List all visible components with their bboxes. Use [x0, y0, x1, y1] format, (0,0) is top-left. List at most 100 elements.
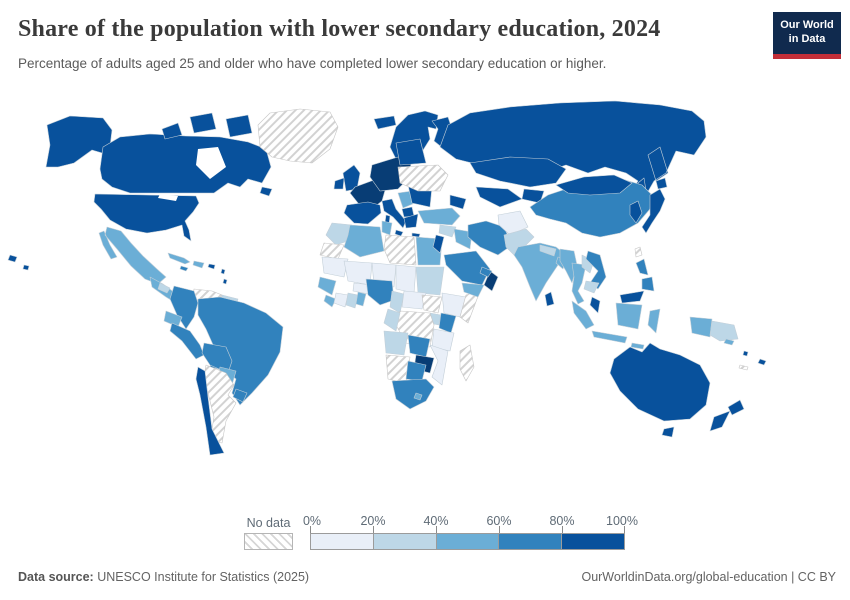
country-cambodia[interactable] [583, 280, 600, 294]
legend-tick [499, 526, 500, 533]
country-vanuatu[interactable] [742, 350, 749, 357]
country-israel-jordan[interactable] [432, 234, 445, 254]
country-myanmar[interactable] [559, 248, 578, 284]
legend-no-data-swatch[interactable] [244, 533, 293, 550]
legend-swatch-40-60[interactable] [435, 534, 499, 549]
country-india[interactable] [513, 242, 567, 302]
country-nepal[interactable] [539, 244, 557, 257]
country-solomon-islands[interactable] [723, 338, 735, 346]
country-kenya[interactable] [438, 312, 457, 334]
legend-color-bar [310, 533, 625, 550]
country-south-africa[interactable] [391, 378, 435, 410]
country-philippines[interactable] [635, 258, 655, 292]
country-ireland[interactable] [333, 177, 345, 190]
country-madagascar[interactable] [459, 344, 475, 382]
credit-link[interactable]: OurWorldinData.org/global-education | CC… [581, 570, 836, 584]
country-nigeria[interactable] [365, 278, 395, 306]
legend-tick-label-20: 20% [360, 514, 386, 528]
country-iran[interactable] [467, 220, 513, 256]
country-usa[interactable] [93, 193, 200, 242]
country-brazil[interactable] [197, 296, 284, 406]
country-sudan[interactable] [415, 266, 445, 296]
country-morocco[interactable] [325, 222, 353, 246]
country-fiji[interactable] [757, 358, 767, 366]
legend-tick-label-40: 40% [423, 514, 449, 528]
country-mongolia[interactable] [555, 174, 633, 196]
country-congo-gabon[interactable] [383, 308, 401, 332]
country-indonesia[interactable] [571, 300, 713, 350]
country-tunisia[interactable] [381, 220, 393, 236]
country-hispaniola[interactable] [192, 260, 205, 269]
country-ghana[interactable] [345, 292, 359, 309]
country-uae-qatar[interactable] [479, 266, 493, 278]
country-uzbekistan-turkmenistan[interactable] [475, 186, 523, 208]
country-sri-lanka[interactable] [544, 291, 555, 307]
country-new-caledonia[interactable] [738, 364, 749, 371]
legend-swatch-20-40[interactable] [372, 534, 436, 549]
country-greenland[interactable] [257, 108, 339, 164]
country-korea[interactable] [629, 200, 643, 224]
country-greece[interactable] [403, 213, 421, 238]
owid-logo[interactable]: Our World in Data [773, 12, 841, 59]
country-spain-portugal[interactable] [343, 201, 382, 225]
country-lesser-antilles[interactable] [220, 268, 228, 285]
country-angola[interactable] [383, 330, 409, 356]
country-uruguay[interactable] [232, 388, 248, 403]
legend-swatch-80-100[interactable] [561, 534, 624, 549]
country-belarus-baltics[interactable] [395, 138, 427, 166]
country-australia[interactable] [609, 342, 711, 438]
page-title: Share of the population with lower secon… [18, 16, 661, 42]
country-mauritania[interactable] [321, 256, 349, 278]
country-lesotho[interactable] [413, 392, 423, 401]
country-kazakhstan[interactable] [469, 156, 567, 188]
country-malaysia[interactable] [589, 290, 645, 314]
country-iraq[interactable] [453, 228, 473, 250]
country-syria[interactable] [438, 224, 457, 238]
country-canada[interactable] [99, 133, 273, 197]
country-cote-divoire[interactable] [333, 292, 349, 308]
country-cameroon[interactable] [389, 290, 405, 314]
country-algeria[interactable] [343, 224, 385, 258]
country-jamaica[interactable] [179, 265, 189, 272]
country-new-zealand[interactable] [709, 399, 745, 432]
data-source: Data source: UNESCO Institute for Statis… [18, 570, 309, 584]
country-senegal-guinea[interactable] [317, 276, 337, 296]
legend-tick-label-100: 100% [606, 514, 638, 528]
country-malawi-mozambique[interactable] [429, 344, 449, 386]
country-cuba[interactable] [167, 252, 191, 265]
country-western-sahara[interactable] [319, 242, 345, 260]
country-chile[interactable] [195, 366, 225, 456]
legend-tick-label-60: 60% [486, 514, 512, 528]
country-papua-new-guinea[interactable] [709, 320, 739, 342]
country-turkey[interactable] [417, 207, 461, 226]
legend-swatch-0-20[interactable] [311, 534, 373, 549]
country-peru[interactable] [169, 322, 205, 360]
country-zambia[interactable] [407, 334, 431, 358]
country-honduras[interactable] [157, 282, 171, 294]
country-thailand[interactable] [571, 262, 587, 305]
country-sierra-leone-liberia[interactable] [323, 294, 337, 308]
country-puerto-rico[interactable] [207, 263, 216, 270]
country-hawaii[interactable] [7, 254, 30, 271]
country-taiwan[interactable] [634, 246, 643, 258]
country-united-kingdom[interactable] [342, 164, 361, 192]
country-tanzania[interactable] [431, 328, 455, 352]
country-togo-benin[interactable] [355, 291, 367, 307]
country-japan[interactable] [641, 177, 668, 234]
country-south-sudan[interactable] [421, 294, 443, 314]
country-central-african-republic[interactable] [401, 290, 427, 310]
legend-swatch-60-80[interactable] [498, 534, 562, 549]
country-caucasus[interactable] [449, 194, 467, 210]
country-iceland[interactable] [373, 115, 397, 130]
country-alaska[interactable] [45, 115, 113, 168]
country-colombia[interactable] [169, 285, 199, 330]
country-ukraine[interactable] [397, 164, 449, 192]
legend-tick [310, 526, 311, 533]
country-chad[interactable] [395, 264, 417, 294]
country-libya[interactable] [383, 234, 417, 266]
country-yemen[interactable] [461, 282, 485, 298]
legend-tick [373, 526, 374, 533]
country-canada-arctic-islands[interactable] [161, 112, 253, 140]
country-oman[interactable] [483, 270, 499, 292]
country-mexico[interactable] [98, 226, 167, 285]
